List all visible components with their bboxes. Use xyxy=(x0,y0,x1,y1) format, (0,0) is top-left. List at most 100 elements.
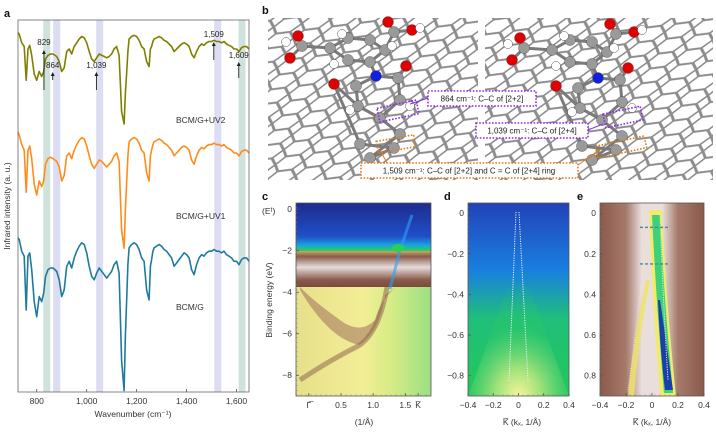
molecule-left xyxy=(281,16,425,164)
d-x-axis-label: K̅ (kₓ, 1/Å) xyxy=(503,417,542,427)
spectra xyxy=(17,32,250,392)
y-tick-label: 0 xyxy=(459,208,464,218)
atom-oxygen xyxy=(622,62,634,74)
highlight-band xyxy=(96,20,104,392)
panel-label-c: c xyxy=(262,191,268,203)
plot-frame-c xyxy=(295,202,432,397)
fit-right xyxy=(659,212,669,381)
atom-carbon xyxy=(586,58,598,70)
x-tick-label: −0.4 xyxy=(460,400,477,410)
atom-carbon xyxy=(342,54,354,66)
atom-hydrogen xyxy=(387,41,397,51)
atom-oxygen xyxy=(400,60,412,72)
atom-carbon xyxy=(364,34,376,46)
heatmap-c-band xyxy=(296,251,431,287)
atom-carbon xyxy=(350,80,362,92)
dirac-branch-right xyxy=(518,211,529,382)
x-tick-label: 800 xyxy=(30,396,44,406)
atom-carbon xyxy=(596,114,608,126)
ring-box-orange-right xyxy=(594,134,648,160)
y-tick-label: −6 xyxy=(282,329,292,339)
atom-carbon xyxy=(364,152,376,164)
x-tick-label: 1,000 xyxy=(76,396,98,406)
x-tick-label: 1,200 xyxy=(126,396,148,406)
y-tick-label: −0.6 xyxy=(447,330,464,340)
c-ef-label: (Eᶠ) xyxy=(262,206,275,216)
atom-hydrogen xyxy=(281,37,291,47)
peak-label: 829 xyxy=(37,38,51,47)
atom-carbon xyxy=(324,42,336,54)
atom-oxygen xyxy=(284,52,296,64)
panel-label-d: d xyxy=(444,191,451,203)
e-x-axis-label: K̅ (kₓ, 1/Å) xyxy=(633,417,672,427)
atom-oxygen xyxy=(604,18,616,30)
atom-carbon xyxy=(546,44,558,56)
atom-carbon xyxy=(614,74,626,86)
y-tick-label: 0 xyxy=(287,204,292,214)
atom-oxygen xyxy=(382,16,394,28)
highlight-band xyxy=(53,20,61,392)
cone-glow-d xyxy=(468,270,569,396)
peak-label: 1,609 xyxy=(229,51,250,60)
atom-hydrogen xyxy=(551,61,561,71)
x-tick-label: K̅ xyxy=(415,400,421,410)
y-tick-label: 0 xyxy=(591,208,596,218)
y-tick-label: 0.2 xyxy=(584,249,596,259)
label-864: 864 cm⁻¹: C–C of [2+2] xyxy=(409,90,537,107)
atom-carbon xyxy=(388,26,400,38)
arrow-head xyxy=(41,50,46,54)
arrow-head xyxy=(236,62,241,66)
molecule-right xyxy=(503,18,647,166)
arrow-head xyxy=(94,72,99,76)
x-tick-label: 1.0 xyxy=(367,400,379,410)
atom-carbon xyxy=(586,36,598,48)
atom-carbon xyxy=(564,56,576,68)
panel-e: e 0 0.2 0.4 0.6 0.8 −0.4 −0.2 0 0.2 0.4 K̅ (kₓ, 1… xyxy=(577,191,710,427)
atom-hydrogen xyxy=(503,39,513,49)
dispersive-band xyxy=(298,286,390,383)
peak-label: 1,039 xyxy=(86,61,107,70)
series-labels: BCM/G+UV2 BCM/G+UV1 BCM/G xyxy=(176,115,226,312)
panel-label-a: a xyxy=(4,8,11,20)
band-blue xyxy=(658,300,673,390)
bond xyxy=(332,83,362,145)
panel-label-b: b xyxy=(262,5,269,17)
e-axis-ticks: 0 0.2 0.4 0.6 0.8 −0.4 −0.2 0 0.2 0.4 xyxy=(584,202,710,410)
plot-frame-a xyxy=(17,19,250,393)
y-tick-label: −0.8 xyxy=(447,371,464,381)
fit-left xyxy=(627,212,650,393)
y-tick-label: −4 xyxy=(282,287,292,297)
atom-nitrogen xyxy=(592,72,604,84)
series-label: BCM/G xyxy=(176,302,204,312)
y-tick-label: 0.8 xyxy=(584,371,596,381)
label-1039: 1,039 cm⁻¹: C–C of [2+4] xyxy=(475,122,604,139)
atom-hydrogen xyxy=(329,59,339,69)
atom-oxygen xyxy=(514,32,526,44)
panel-d: d 0 −0.2 −0.4 −0.6 −0.8 −0.4 −0.2 0 0.2 0.4 K̅ (k… xyxy=(444,191,575,427)
svg-text:1,039 cm⁻¹: C–C of [2+4]: 1,039 cm⁻¹: C–C of [2+4] xyxy=(487,127,576,136)
atom-carbon xyxy=(616,130,628,142)
x-tick-label: −0.2 xyxy=(485,400,502,410)
ring-box-2plus4 xyxy=(602,105,644,129)
heatmap-c-top xyxy=(296,203,431,251)
y-axis-label: Infrared intensity (a. u.) xyxy=(2,162,12,250)
atom-hydrogen xyxy=(415,23,425,33)
atom-oxygen xyxy=(328,78,340,90)
x-tick-label: −0.2 xyxy=(618,400,635,410)
arrow-head xyxy=(50,72,55,76)
ring-box-orange-left xyxy=(375,133,417,155)
green-spot xyxy=(392,244,404,252)
series-line-bcm-g xyxy=(17,237,250,392)
atom-carbon xyxy=(388,142,400,154)
y-tick-label: −0.2 xyxy=(447,249,464,259)
x-tick-label: 0 xyxy=(516,400,521,410)
atom-carbon xyxy=(610,144,622,156)
atom-hydrogen xyxy=(567,107,577,117)
atom-carbon xyxy=(354,138,366,150)
band-left-branch xyxy=(628,280,650,396)
atom-carbon xyxy=(586,154,598,166)
x-tick-label: Γ̅ xyxy=(307,400,315,410)
highlight-band xyxy=(238,20,246,392)
dirac-branch-left xyxy=(508,211,517,382)
